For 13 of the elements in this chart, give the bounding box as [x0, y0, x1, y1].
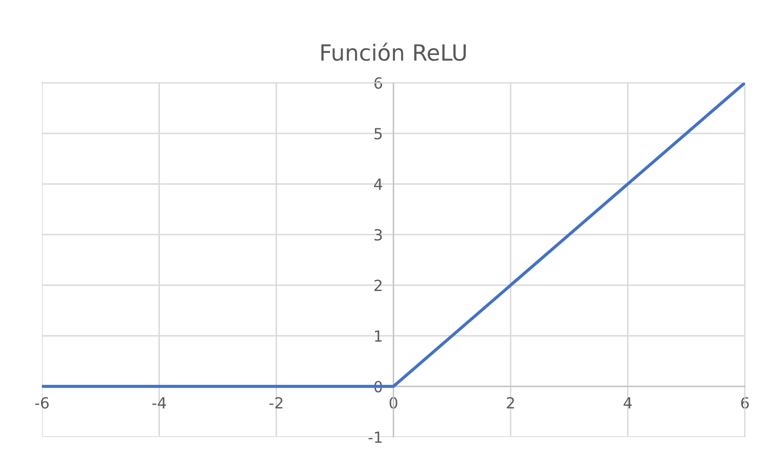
- y-tick-label: 3: [374, 229, 382, 241]
- y-tick-label: 5: [374, 128, 382, 140]
- x-tick-label: -6: [35, 397, 49, 409]
- x-tick-label: 4: [624, 397, 632, 408]
- y-tick-label: 4: [374, 178, 382, 190]
- y-tick-label: 2: [374, 280, 382, 292]
- x-tick-label: 6: [741, 397, 749, 409]
- y-tick-label: -1: [368, 432, 382, 443]
- x-tick-label: 2: [506, 397, 514, 408]
- y-tick-label: 1: [375, 330, 382, 342]
- x-tick-label: -2: [269, 397, 282, 408]
- chart-title: Función ReLU: [321, 42, 466, 61]
- x-tick-label: -4: [152, 397, 166, 408]
